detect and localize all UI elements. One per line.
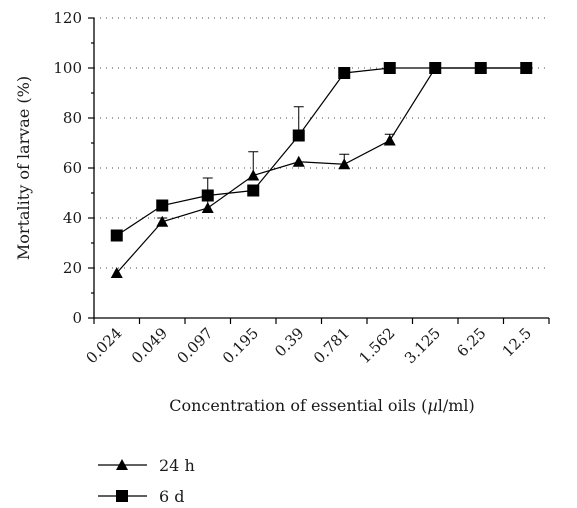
x-axis-title: Concentration of essential oils (µl/ml) xyxy=(169,396,475,415)
data-point-triangle xyxy=(110,267,123,278)
y-tick-label: 40 xyxy=(63,209,82,227)
y-tick-label: 100 xyxy=(53,59,82,77)
grid xyxy=(94,17,549,269)
x-tick-label: 0.39 xyxy=(271,324,307,360)
data-point-square xyxy=(292,129,305,142)
series-1 xyxy=(110,62,533,278)
x-tick-label: 6.25 xyxy=(453,324,489,360)
data-point-triangle xyxy=(383,134,396,146)
data-point-triangle xyxy=(201,202,214,213)
legend-label: 24 h xyxy=(159,456,195,475)
legend-marker-square xyxy=(116,490,128,502)
data-point-square xyxy=(156,199,169,212)
data-point-square xyxy=(383,62,396,74)
series-line xyxy=(116,67,527,237)
series-line xyxy=(116,67,527,274)
x-tick-label: 0.781 xyxy=(310,324,353,367)
x-tick-label: 0.195 xyxy=(219,324,262,367)
series-group xyxy=(110,62,533,278)
y-ticks: 0 20 40 60 80 100 120 xyxy=(53,9,94,327)
legend-label: 6 d xyxy=(159,487,185,506)
x-tick-label: 1.562 xyxy=(355,324,398,367)
y-tick-label: 120 xyxy=(53,9,82,27)
x-tick-label: 0.024 xyxy=(82,324,125,367)
data-point-triangle xyxy=(156,215,169,227)
data-point-square xyxy=(247,184,260,197)
legend: 24 h 6 d xyxy=(98,456,195,506)
x-ticks: 0.024 0.049 0.097 0.195 0.39 0.781 1.562 3.125 6… xyxy=(82,318,550,367)
x-tick-label: 0.097 xyxy=(173,324,216,367)
data-point-triangle xyxy=(247,169,260,181)
y-tick-label: 20 xyxy=(63,259,82,277)
y-tick-label: 0 xyxy=(72,309,82,327)
x-tick-label: 3.125 xyxy=(401,324,444,367)
legend-item: 24 h xyxy=(98,456,195,475)
error-bars xyxy=(157,106,395,222)
data-point-triangle xyxy=(292,155,305,167)
data-point-square xyxy=(338,67,351,79)
data-point-square xyxy=(110,229,123,242)
data-point-square xyxy=(520,62,533,74)
y-axis-title: Mortality of larvae (%) xyxy=(14,76,33,260)
data-point-triangle xyxy=(338,158,351,170)
data-point-square xyxy=(429,62,442,74)
x-tick-label: 0.049 xyxy=(128,324,171,367)
data-point-square xyxy=(201,189,214,202)
y-tick-label: 80 xyxy=(63,109,82,127)
data-point-square xyxy=(474,62,487,74)
legend-marker-triangle xyxy=(116,459,128,470)
legend-item: 6 d xyxy=(98,487,185,506)
x-tick-label: 12.5 xyxy=(499,324,535,360)
y-tick-label: 60 xyxy=(63,159,82,177)
series-2 xyxy=(110,62,533,242)
